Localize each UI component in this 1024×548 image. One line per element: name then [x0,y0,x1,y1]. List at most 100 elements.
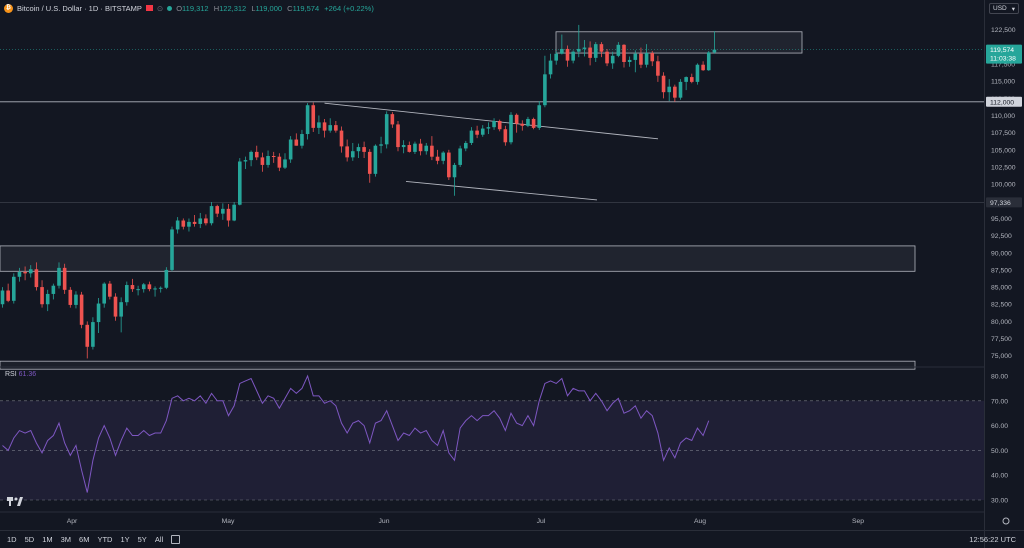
candle-body [413,143,417,152]
candle-body [345,146,349,158]
candle-body [232,204,236,221]
candle-body [447,152,451,178]
rsi-value: 61.36 [18,371,37,378]
tf-5d[interactable]: 5D [24,535,35,544]
candle-body [45,293,50,305]
candle-body [79,294,84,325]
candle-body [192,221,197,224]
rsi-tick-label: 80.00 [991,374,1008,381]
candle-body [701,64,705,71]
candle-body [141,284,146,290]
market-open-icon [167,5,173,11]
candle-body [475,130,479,135]
time-tick-label: Apr [67,518,78,525]
candle-body [373,145,378,174]
flag-icon[interactable] [145,5,153,11]
candle-body [249,151,253,161]
candle-body [198,218,203,224]
candle-body [571,51,575,61]
candle-body [209,206,214,224]
tf-1y[interactable]: 1Y [120,535,130,544]
candle-body [147,284,152,290]
level-label-112000: 112,000 [990,99,1014,106]
price-tick-label: 100,000 [991,182,1016,189]
candle-body [356,147,361,152]
utc-clock[interactable]: 12:56:22 UTC [969,535,1016,544]
candle-body [379,144,383,146]
candle-body [424,145,429,152]
candle-body [441,152,445,161]
price-axis[interactable] [984,0,1024,548]
candle-body [187,221,191,227]
candle-body [673,86,677,98]
ohlc-readout: O119,312 H122,312 L119,000 C119,574 +264… [176,3,374,13]
tf-6m[interactable]: 6M [79,535,90,544]
price-tick-label: 105,000 [991,147,1016,154]
candle-body [23,271,27,274]
candle-body [435,156,440,161]
symbol-title[interactable]: Bitcoin / U.S. Dollar · 1D · BITSTAMP [17,3,142,13]
logo-part [17,497,23,506]
logo-part [14,497,18,501]
candle-body [560,48,564,54]
time-tick-label: May [222,518,235,525]
currency-selector[interactable]: USD ▾ [989,3,1019,14]
candle-body [492,121,496,128]
candle-body [452,164,457,178]
price-tick-label: 110,000 [991,113,1015,120]
candle-body [514,114,519,124]
candle-body [317,122,321,128]
candle-body [221,208,225,214]
candle-body [28,269,33,274]
rsi-tick-label: 50.00 [991,448,1008,455]
candle-body [407,145,412,152]
tf-all[interactable]: All [154,535,164,544]
price-chart[interactable]: 122,500120,000117,500115,000112,500110,0… [0,0,1024,530]
candle-body [593,44,598,58]
candle-body [695,64,700,82]
current-price-label: 119,574 [990,47,1014,54]
candle-body [486,127,491,129]
tf-5y[interactable]: 5Y [137,535,147,544]
candle-body [170,229,174,270]
calendar-icon[interactable] [171,535,181,544]
candle-body [215,206,219,214]
bitcoin-icon: ₿ [4,3,13,13]
candle-body [108,283,112,297]
candle-body [458,148,462,165]
price-tick-label: 85,000 [991,285,1012,292]
tf-1m[interactable]: 1M [42,535,53,544]
candle-body [57,267,61,286]
candle-body [12,276,16,301]
price-tick-label: 87,500 [991,267,1012,274]
candle-body [588,47,592,58]
candle-body [384,114,389,145]
candle-body [260,157,265,165]
candle-body [667,86,671,93]
eye-icon[interactable]: ⊙ [156,3,164,13]
tf-ytd[interactable]: YTD [97,535,113,544]
lower-trendline [405,180,598,201]
candle-body [226,208,231,221]
candle-body [68,289,73,305]
price-tick-label: 80,000 [991,319,1012,326]
candle-body [62,267,67,290]
candle-body [616,44,621,56]
candle-body [531,118,536,128]
bottom-zone-box [0,360,916,370]
rsi-name: RSI [5,371,17,378]
candle-body [690,77,694,82]
candle-body [418,143,423,152]
bottom-toolbar: 1D 5D 1M 3M 6M YTD 1Y 5Y All 12:56:22 UT… [0,530,1024,548]
logo-part [9,497,11,506]
tf-3m[interactable]: 3M [60,535,72,544]
candle-body [520,123,525,126]
tf-1d[interactable]: 1D [7,535,17,544]
upper-trendline [324,102,659,140]
candle-body [622,44,626,62]
candle-body [91,322,95,347]
candle-body [51,285,56,294]
candle-body [96,303,101,323]
candle-body [181,220,186,227]
candle-body [136,289,140,291]
